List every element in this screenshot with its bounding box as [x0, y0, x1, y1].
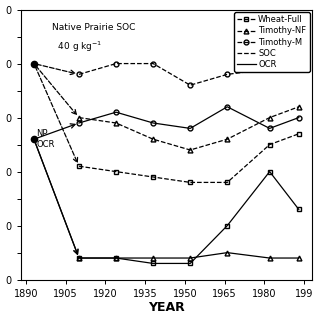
Legend: Wheat-Full, Timothy-NF, Timothy-M, SOC, OCR: Wheat-Full, Timothy-NF, Timothy-M, SOC, … [234, 12, 309, 72]
Text: NP
OCR: NP OCR [36, 130, 55, 149]
X-axis label: YEAR: YEAR [148, 301, 185, 315]
Text: Native Prairie SOC: Native Prairie SOC [52, 23, 136, 32]
Text: 40 g kg$^{-1}$: 40 g kg$^{-1}$ [52, 39, 103, 54]
